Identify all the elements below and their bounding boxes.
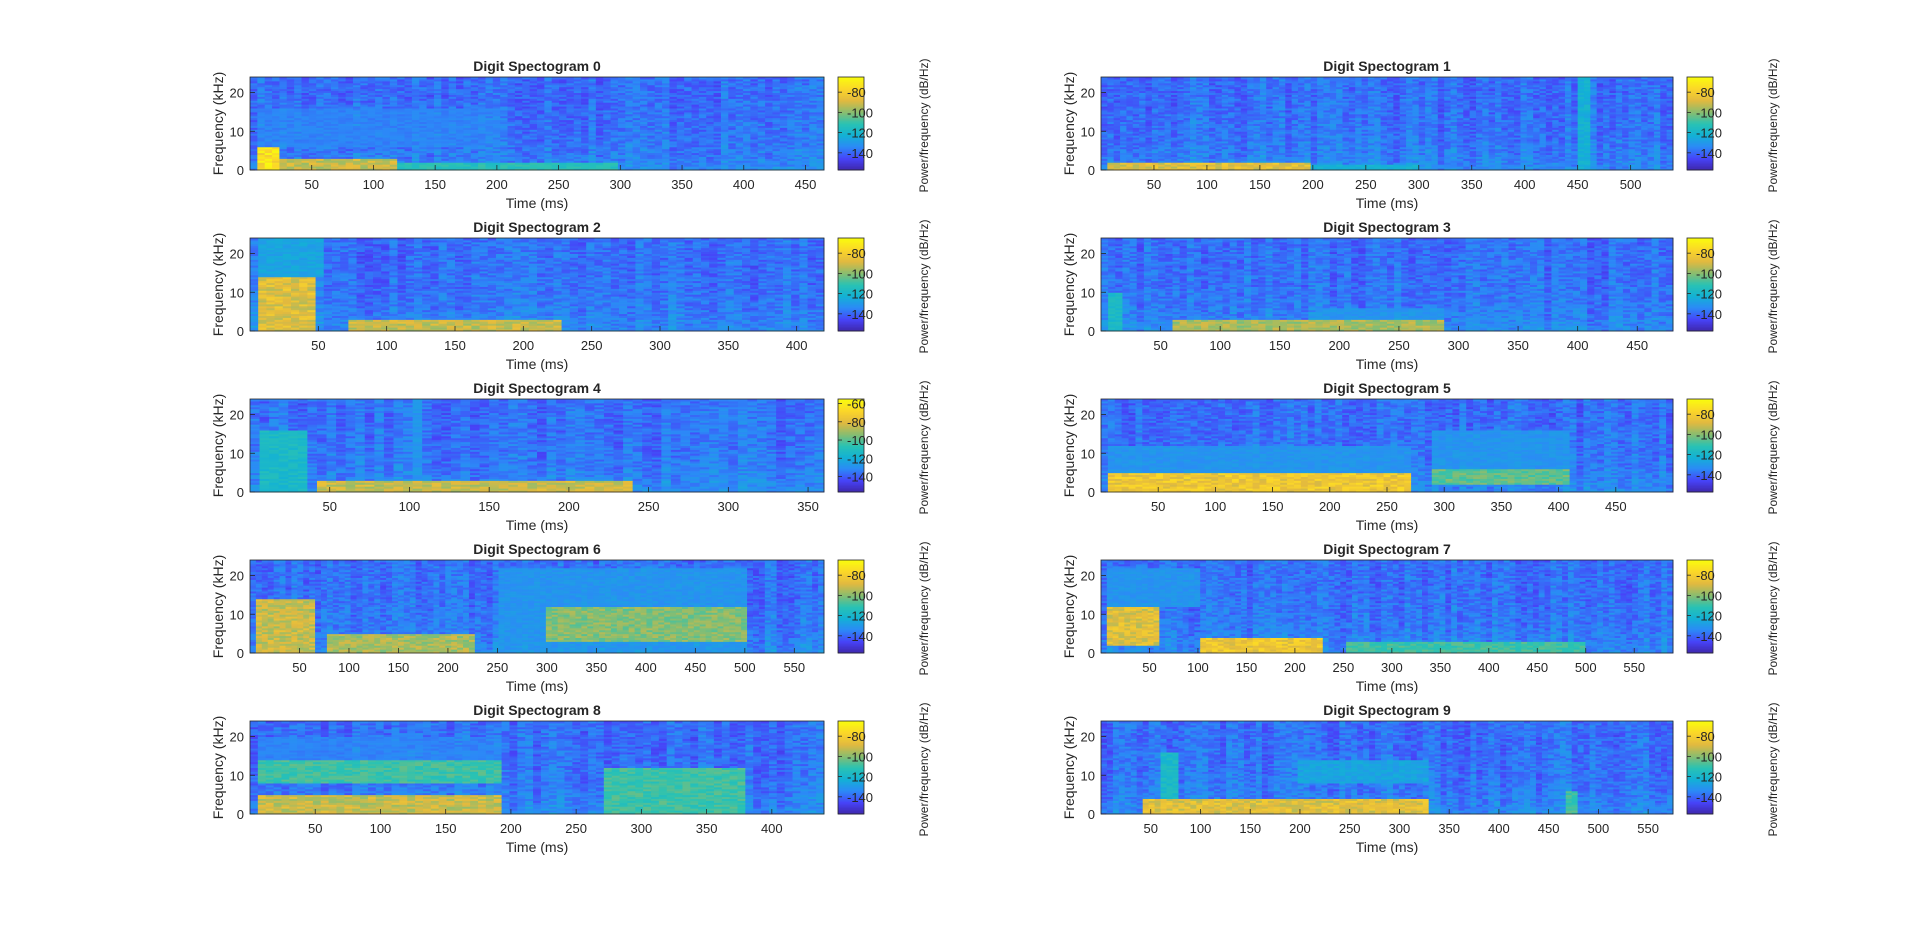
- spectrogram-heatmap: [250, 77, 825, 171]
